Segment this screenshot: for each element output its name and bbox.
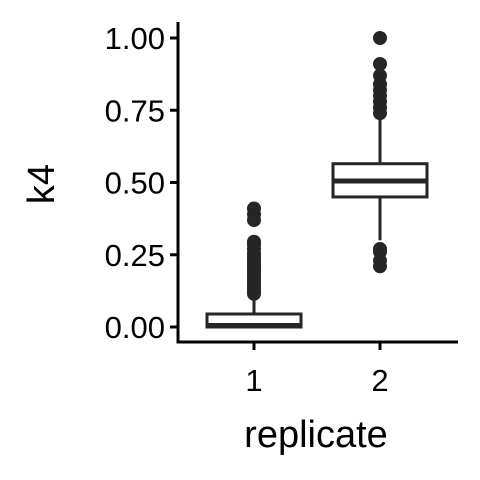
x-tick-label-0: 1 bbox=[245, 363, 262, 398]
y-tick-label-4: 1.00 bbox=[105, 21, 165, 56]
box-group-1 bbox=[205, 201, 303, 329]
box-group-2 bbox=[331, 31, 429, 274]
outlier-point-1-20 bbox=[247, 201, 261, 216]
y-tick-label-0: 0.00 bbox=[105, 310, 165, 345]
y-tick-label-3: 0.75 bbox=[105, 93, 165, 128]
x-tick-label-1: 2 bbox=[371, 363, 388, 398]
outlier-point-2-3 bbox=[373, 241, 387, 256]
axes: 0.00 0.25 0.50 0.75 1.00 1 2 bbox=[105, 21, 458, 398]
y-tick-label-1: 0.25 bbox=[105, 238, 165, 273]
outlier-point-2-10 bbox=[373, 68, 387, 83]
outlier-point-1-17 bbox=[247, 234, 261, 249]
y-tick-label-2: 0.50 bbox=[105, 166, 165, 201]
outlier-point-2-12 bbox=[373, 31, 387, 45]
outlier-point-2-11 bbox=[373, 57, 387, 72]
y-axis-title: k4 bbox=[21, 164, 63, 204]
plot-area bbox=[205, 31, 429, 329]
x-axis-title: replicate bbox=[244, 414, 388, 456]
